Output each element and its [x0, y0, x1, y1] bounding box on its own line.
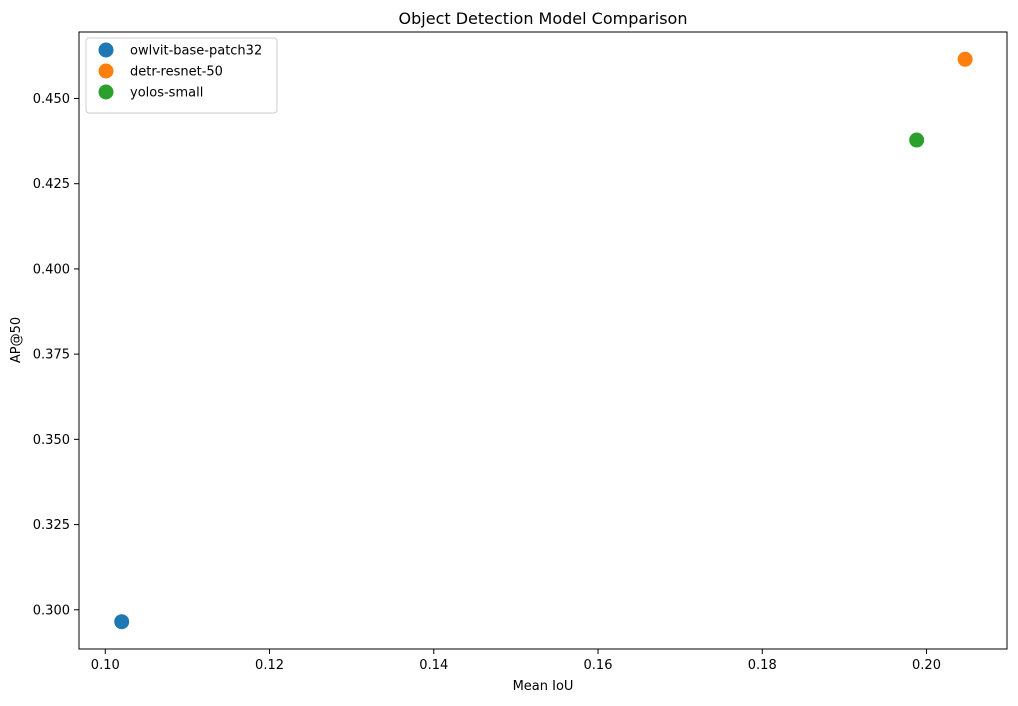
legend-marker-owlvit-base-patch32 [98, 42, 114, 58]
y-tick-label: 0.325 [33, 518, 70, 533]
x-tick-label: 0.16 [584, 658, 613, 673]
x-tick-label: 0.20 [912, 658, 941, 673]
data-point-owlvit-base-patch32 [114, 614, 130, 630]
legend-label: yolos-small [130, 86, 203, 101]
legend-box [85, 37, 278, 114]
y-tick-label: 0.300 [33, 603, 70, 618]
legend-marker-yolos-small [98, 84, 114, 100]
x-tick-label: 0.10 [91, 658, 120, 673]
legend: owlvit-base-patch32 detr-resnet-50 yolos-s… [85, 37, 278, 114]
legend-label: detr-resnet-50 [130, 65, 223, 80]
chart-title: Object Detection Model Comparison [399, 9, 688, 28]
plot-area: 0.10 0.12 0.14 0.16 0.18 0.20 0.300 0.325 0.350 0… [33, 31, 1008, 673]
y-tick-label: 0.400 [33, 262, 70, 277]
x-tick-label: 0.12 [255, 658, 284, 673]
data-point-detr-resnet-50 [957, 51, 973, 67]
x-axis-label: Mean IoU [513, 679, 574, 694]
x-tick-label: 0.18 [748, 658, 777, 673]
legend-label: owlvit-base-patch32 [130, 44, 262, 59]
y-tick-label: 0.375 [33, 348, 70, 363]
y-axis-label: AP@50 [9, 317, 24, 363]
y-tick-label: 0.450 [33, 92, 70, 107]
y-tick-label: 0.425 [33, 177, 70, 192]
x-tick-label: 0.14 [419, 658, 448, 673]
data-point-yolos-small [909, 132, 925, 148]
legend-marker-detr-resnet-50 [98, 63, 114, 79]
plot-frame [78, 31, 1008, 650]
y-tick-label: 0.350 [33, 433, 70, 448]
